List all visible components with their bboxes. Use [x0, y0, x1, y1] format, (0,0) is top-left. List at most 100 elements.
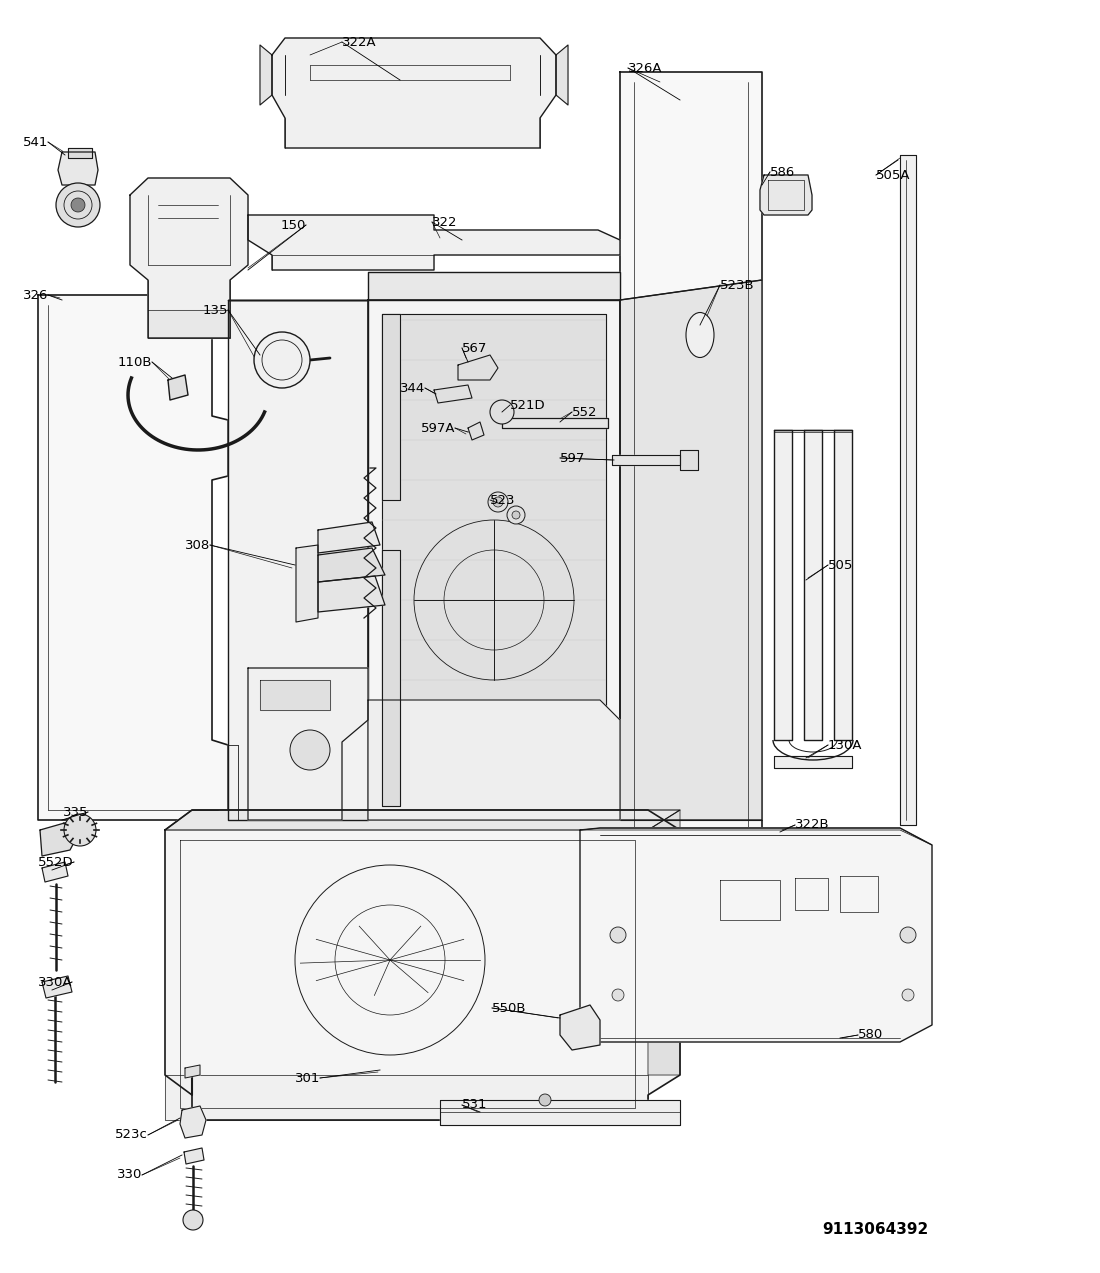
Polygon shape: [42, 976, 72, 998]
Polygon shape: [165, 810, 680, 830]
Text: 552D: 552D: [39, 855, 74, 868]
Text: 521D: 521D: [510, 398, 546, 411]
Polygon shape: [580, 827, 932, 845]
Circle shape: [72, 199, 85, 213]
Polygon shape: [248, 668, 368, 820]
Text: 505A: 505A: [876, 168, 911, 182]
Text: 135: 135: [202, 303, 228, 317]
Polygon shape: [248, 215, 620, 270]
Circle shape: [183, 1211, 204, 1230]
Polygon shape: [165, 1074, 648, 1120]
Polygon shape: [580, 827, 932, 1043]
Circle shape: [56, 183, 100, 227]
Polygon shape: [382, 314, 606, 806]
Polygon shape: [185, 1066, 200, 1078]
Text: 322B: 322B: [795, 819, 829, 831]
Polygon shape: [834, 430, 852, 740]
Text: 150: 150: [280, 219, 306, 232]
Text: 326: 326: [23, 289, 48, 302]
Circle shape: [490, 400, 514, 424]
Polygon shape: [39, 295, 228, 820]
Text: 531: 531: [462, 1099, 487, 1111]
Text: 523: 523: [490, 494, 516, 507]
Polygon shape: [180, 1106, 206, 1138]
Polygon shape: [58, 151, 98, 185]
Polygon shape: [296, 545, 318, 622]
Polygon shape: [774, 756, 852, 768]
Circle shape: [902, 989, 914, 1001]
Polygon shape: [804, 430, 822, 740]
Text: 552: 552: [572, 406, 597, 419]
Text: 335: 335: [63, 806, 88, 819]
Circle shape: [610, 927, 626, 943]
Polygon shape: [165, 810, 680, 1120]
Text: 550B: 550B: [492, 1002, 527, 1015]
Text: 344: 344: [399, 382, 425, 395]
Circle shape: [507, 505, 525, 524]
Circle shape: [539, 1094, 551, 1106]
Polygon shape: [458, 355, 498, 381]
Text: 9113064392: 9113064392: [822, 1222, 928, 1237]
Polygon shape: [368, 300, 620, 820]
Polygon shape: [272, 38, 556, 148]
Polygon shape: [42, 862, 68, 882]
Text: 130A: 130A: [828, 738, 862, 751]
Polygon shape: [612, 454, 680, 465]
Text: 523c: 523c: [116, 1128, 148, 1142]
Polygon shape: [434, 384, 472, 404]
Polygon shape: [468, 423, 484, 440]
Text: 505: 505: [828, 559, 854, 572]
Polygon shape: [774, 430, 792, 740]
Polygon shape: [148, 311, 230, 339]
Polygon shape: [318, 575, 385, 612]
Circle shape: [512, 510, 520, 519]
Text: 330: 330: [117, 1169, 142, 1181]
Polygon shape: [260, 680, 330, 710]
Text: 322: 322: [432, 215, 458, 228]
Circle shape: [900, 927, 916, 943]
Polygon shape: [556, 45, 568, 104]
Polygon shape: [900, 155, 916, 825]
Text: 586: 586: [770, 165, 795, 178]
Text: 597A: 597A: [420, 421, 455, 434]
Circle shape: [64, 813, 96, 847]
Polygon shape: [382, 314, 400, 500]
Polygon shape: [228, 272, 620, 300]
Text: 597: 597: [560, 452, 585, 465]
Polygon shape: [620, 73, 762, 850]
Polygon shape: [502, 418, 608, 428]
Polygon shape: [318, 522, 380, 552]
Text: 326A: 326A: [628, 61, 662, 75]
Circle shape: [290, 729, 330, 770]
Text: 541: 541: [23, 135, 48, 149]
Polygon shape: [368, 700, 620, 820]
Text: 110B: 110B: [118, 355, 152, 368]
Text: 301: 301: [295, 1072, 320, 1085]
Polygon shape: [620, 280, 762, 820]
Polygon shape: [40, 822, 78, 855]
Text: 580: 580: [858, 1029, 883, 1041]
Polygon shape: [648, 810, 680, 1074]
Polygon shape: [68, 148, 92, 158]
Polygon shape: [228, 300, 368, 820]
Text: 523B: 523B: [720, 279, 755, 292]
Circle shape: [493, 496, 503, 507]
Text: 308: 308: [185, 538, 210, 551]
Polygon shape: [168, 376, 188, 400]
Polygon shape: [760, 174, 812, 215]
Circle shape: [254, 332, 310, 388]
Text: 567: 567: [462, 341, 487, 354]
Polygon shape: [184, 1148, 204, 1164]
Polygon shape: [382, 550, 400, 806]
Ellipse shape: [686, 312, 714, 358]
Polygon shape: [260, 45, 272, 104]
Polygon shape: [680, 449, 698, 470]
Polygon shape: [130, 178, 248, 339]
Text: 330A: 330A: [37, 975, 72, 989]
Circle shape: [488, 491, 508, 512]
Polygon shape: [440, 1100, 680, 1125]
Text: 322A: 322A: [342, 36, 376, 48]
Polygon shape: [560, 1004, 600, 1050]
Polygon shape: [318, 547, 385, 582]
Circle shape: [612, 989, 624, 1001]
